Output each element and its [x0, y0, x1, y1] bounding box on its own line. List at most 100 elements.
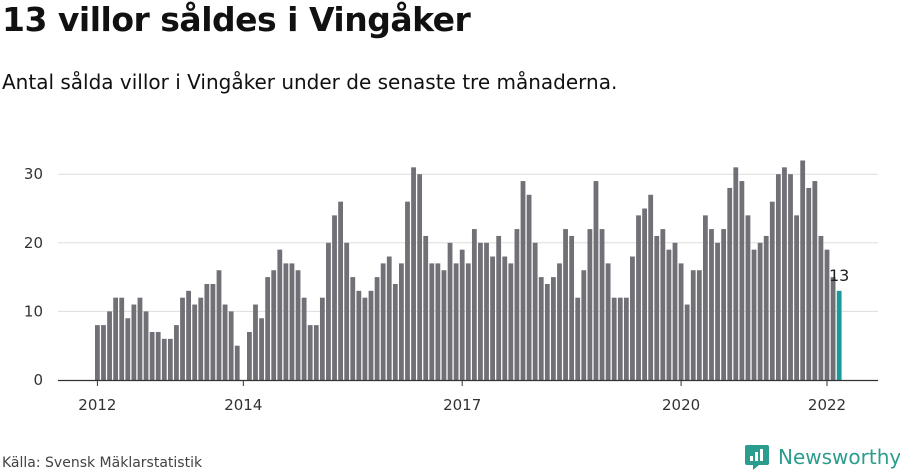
- bar: [538, 277, 544, 380]
- bar: [247, 331, 252, 380]
- y-tick-label: 30: [24, 165, 43, 183]
- bar: [532, 242, 538, 380]
- bar: [198, 297, 204, 380]
- bar: [824, 249, 830, 380]
- bar: [234, 345, 240, 380]
- bar: [794, 215, 799, 380]
- bar: [484, 242, 489, 380]
- bar: [703, 215, 708, 380]
- bar: [654, 235, 660, 380]
- x-tick-label: 2022: [808, 396, 846, 414]
- bar: [763, 235, 769, 380]
- bar: [441, 270, 447, 380]
- bar: [751, 249, 757, 380]
- bar: [593, 181, 599, 380]
- bar: [356, 290, 362, 380]
- bar: [739, 181, 745, 380]
- brand-name: Newsworthy: [778, 445, 900, 469]
- x-tick-label: 2014: [224, 396, 262, 414]
- bar: [830, 277, 836, 380]
- axes: 0 10 20 30 13 2012 2014 2017 2020 2022: [24, 165, 878, 414]
- bar: [289, 263, 295, 380]
- bar: [447, 242, 453, 380]
- page-subtitle: Antal sålda villor i Vingåker under de s…: [2, 70, 618, 94]
- bar: [775, 174, 781, 380]
- bar: [338, 201, 343, 380]
- bar: [95, 325, 100, 380]
- bar: [143, 311, 149, 380]
- bar: [204, 283, 210, 380]
- bar: [277, 249, 283, 380]
- bar: [563, 229, 568, 380]
- y-tick-label: 10: [24, 302, 43, 320]
- bar: [806, 187, 812, 380]
- page-title: 13 villor såldes i Vingåker: [2, 0, 471, 39]
- bar: [174, 325, 179, 380]
- bar: [125, 318, 131, 380]
- bar: [417, 174, 423, 380]
- bar: [557, 263, 562, 380]
- bar: [113, 297, 119, 380]
- bar: [678, 263, 684, 380]
- bar: [818, 235, 824, 380]
- bar: [544, 283, 550, 380]
- bar: [733, 167, 739, 380]
- bar: [636, 215, 641, 380]
- bar: [350, 277, 356, 380]
- y-tick-label: 0: [33, 371, 43, 389]
- bar: [769, 201, 775, 380]
- newsworthy-logo-icon: [745, 445, 769, 470]
- bar: [301, 297, 307, 380]
- bar: [526, 194, 532, 380]
- brand: Newsworthy: [744, 443, 900, 471]
- bar: [459, 249, 465, 380]
- bar: [265, 277, 271, 380]
- bar: [271, 270, 277, 380]
- bar: [745, 215, 751, 380]
- bar: [478, 242, 483, 380]
- bar: [727, 187, 733, 380]
- bar: [411, 167, 416, 380]
- bar: [520, 181, 526, 380]
- bar: [465, 263, 471, 380]
- bar: [666, 249, 672, 380]
- bar: [362, 297, 368, 380]
- bar: [471, 229, 477, 380]
- bar: [216, 270, 222, 380]
- bar: [551, 277, 556, 380]
- bar: [259, 318, 264, 380]
- bar: [180, 297, 185, 380]
- y-tick-label: 20: [24, 234, 43, 252]
- bar: [253, 304, 258, 380]
- bar: [721, 229, 727, 380]
- bar: [672, 242, 678, 380]
- x-tick-label: 2017: [443, 396, 481, 414]
- bar: [368, 290, 374, 380]
- bar: [131, 304, 137, 380]
- bar: [490, 256, 495, 380]
- bar: [715, 242, 720, 380]
- bar: [149, 331, 155, 380]
- bars: [95, 160, 842, 380]
- bar: [502, 256, 508, 380]
- bar: [161, 338, 167, 380]
- bar: [623, 297, 629, 380]
- bar: [690, 270, 696, 380]
- bar: [788, 174, 793, 380]
- bar: [599, 229, 605, 380]
- bar: [696, 270, 702, 380]
- bar: [192, 304, 198, 380]
- bar: [423, 235, 429, 380]
- bar: [392, 283, 398, 380]
- bar: [405, 201, 410, 380]
- bar: [137, 297, 143, 380]
- bar: [684, 304, 690, 380]
- bar: [782, 167, 787, 380]
- bar: [569, 235, 575, 380]
- bar: [167, 338, 173, 380]
- bar: [222, 304, 228, 380]
- bar: [800, 160, 806, 380]
- bar: [648, 194, 654, 380]
- bar: [812, 181, 818, 380]
- bar: [605, 263, 611, 380]
